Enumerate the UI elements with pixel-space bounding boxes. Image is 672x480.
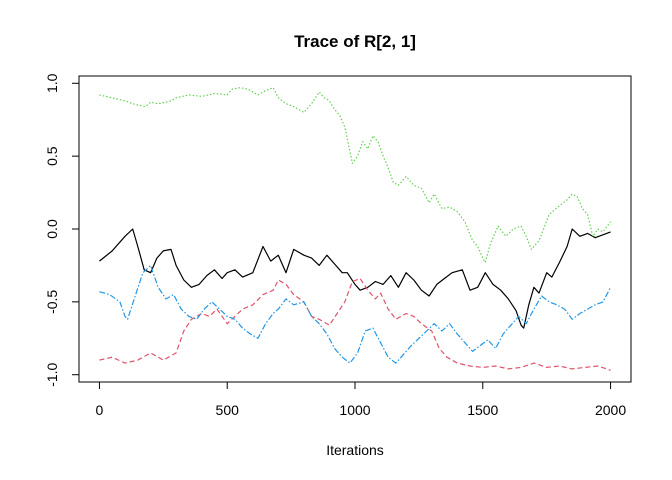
x-tick-label: 0 <box>96 402 104 418</box>
x-tick-label: 500 <box>216 402 240 418</box>
y-tick-label: 1.0 <box>44 73 60 93</box>
series-line-2 <box>99 277 611 371</box>
y-tick-label: -1.0 <box>44 362 60 386</box>
series-line-4 <box>99 264 612 364</box>
chart-title: Trace of R[2, 1] <box>294 32 416 51</box>
x-tick-label: 2000 <box>595 402 626 418</box>
x-tick-label: 1500 <box>467 402 498 418</box>
y-axis: -1.0 -0.5 0.0 0.5 1.0 <box>44 73 80 387</box>
y-tick-label: 0.0 <box>44 219 60 239</box>
series-lines <box>99 87 612 371</box>
y-tick-label: 0.5 <box>44 146 60 166</box>
series-line-3 <box>99 87 612 264</box>
plot-frame <box>78 75 632 383</box>
x-axis-label: Iterations <box>326 442 384 458</box>
y-tick-label: -0.5 <box>44 290 60 314</box>
x-tick-label: 1000 <box>339 402 370 418</box>
x-axis: 0 500 1000 1500 2000 <box>96 381 626 418</box>
series-line-1 <box>99 228 611 329</box>
